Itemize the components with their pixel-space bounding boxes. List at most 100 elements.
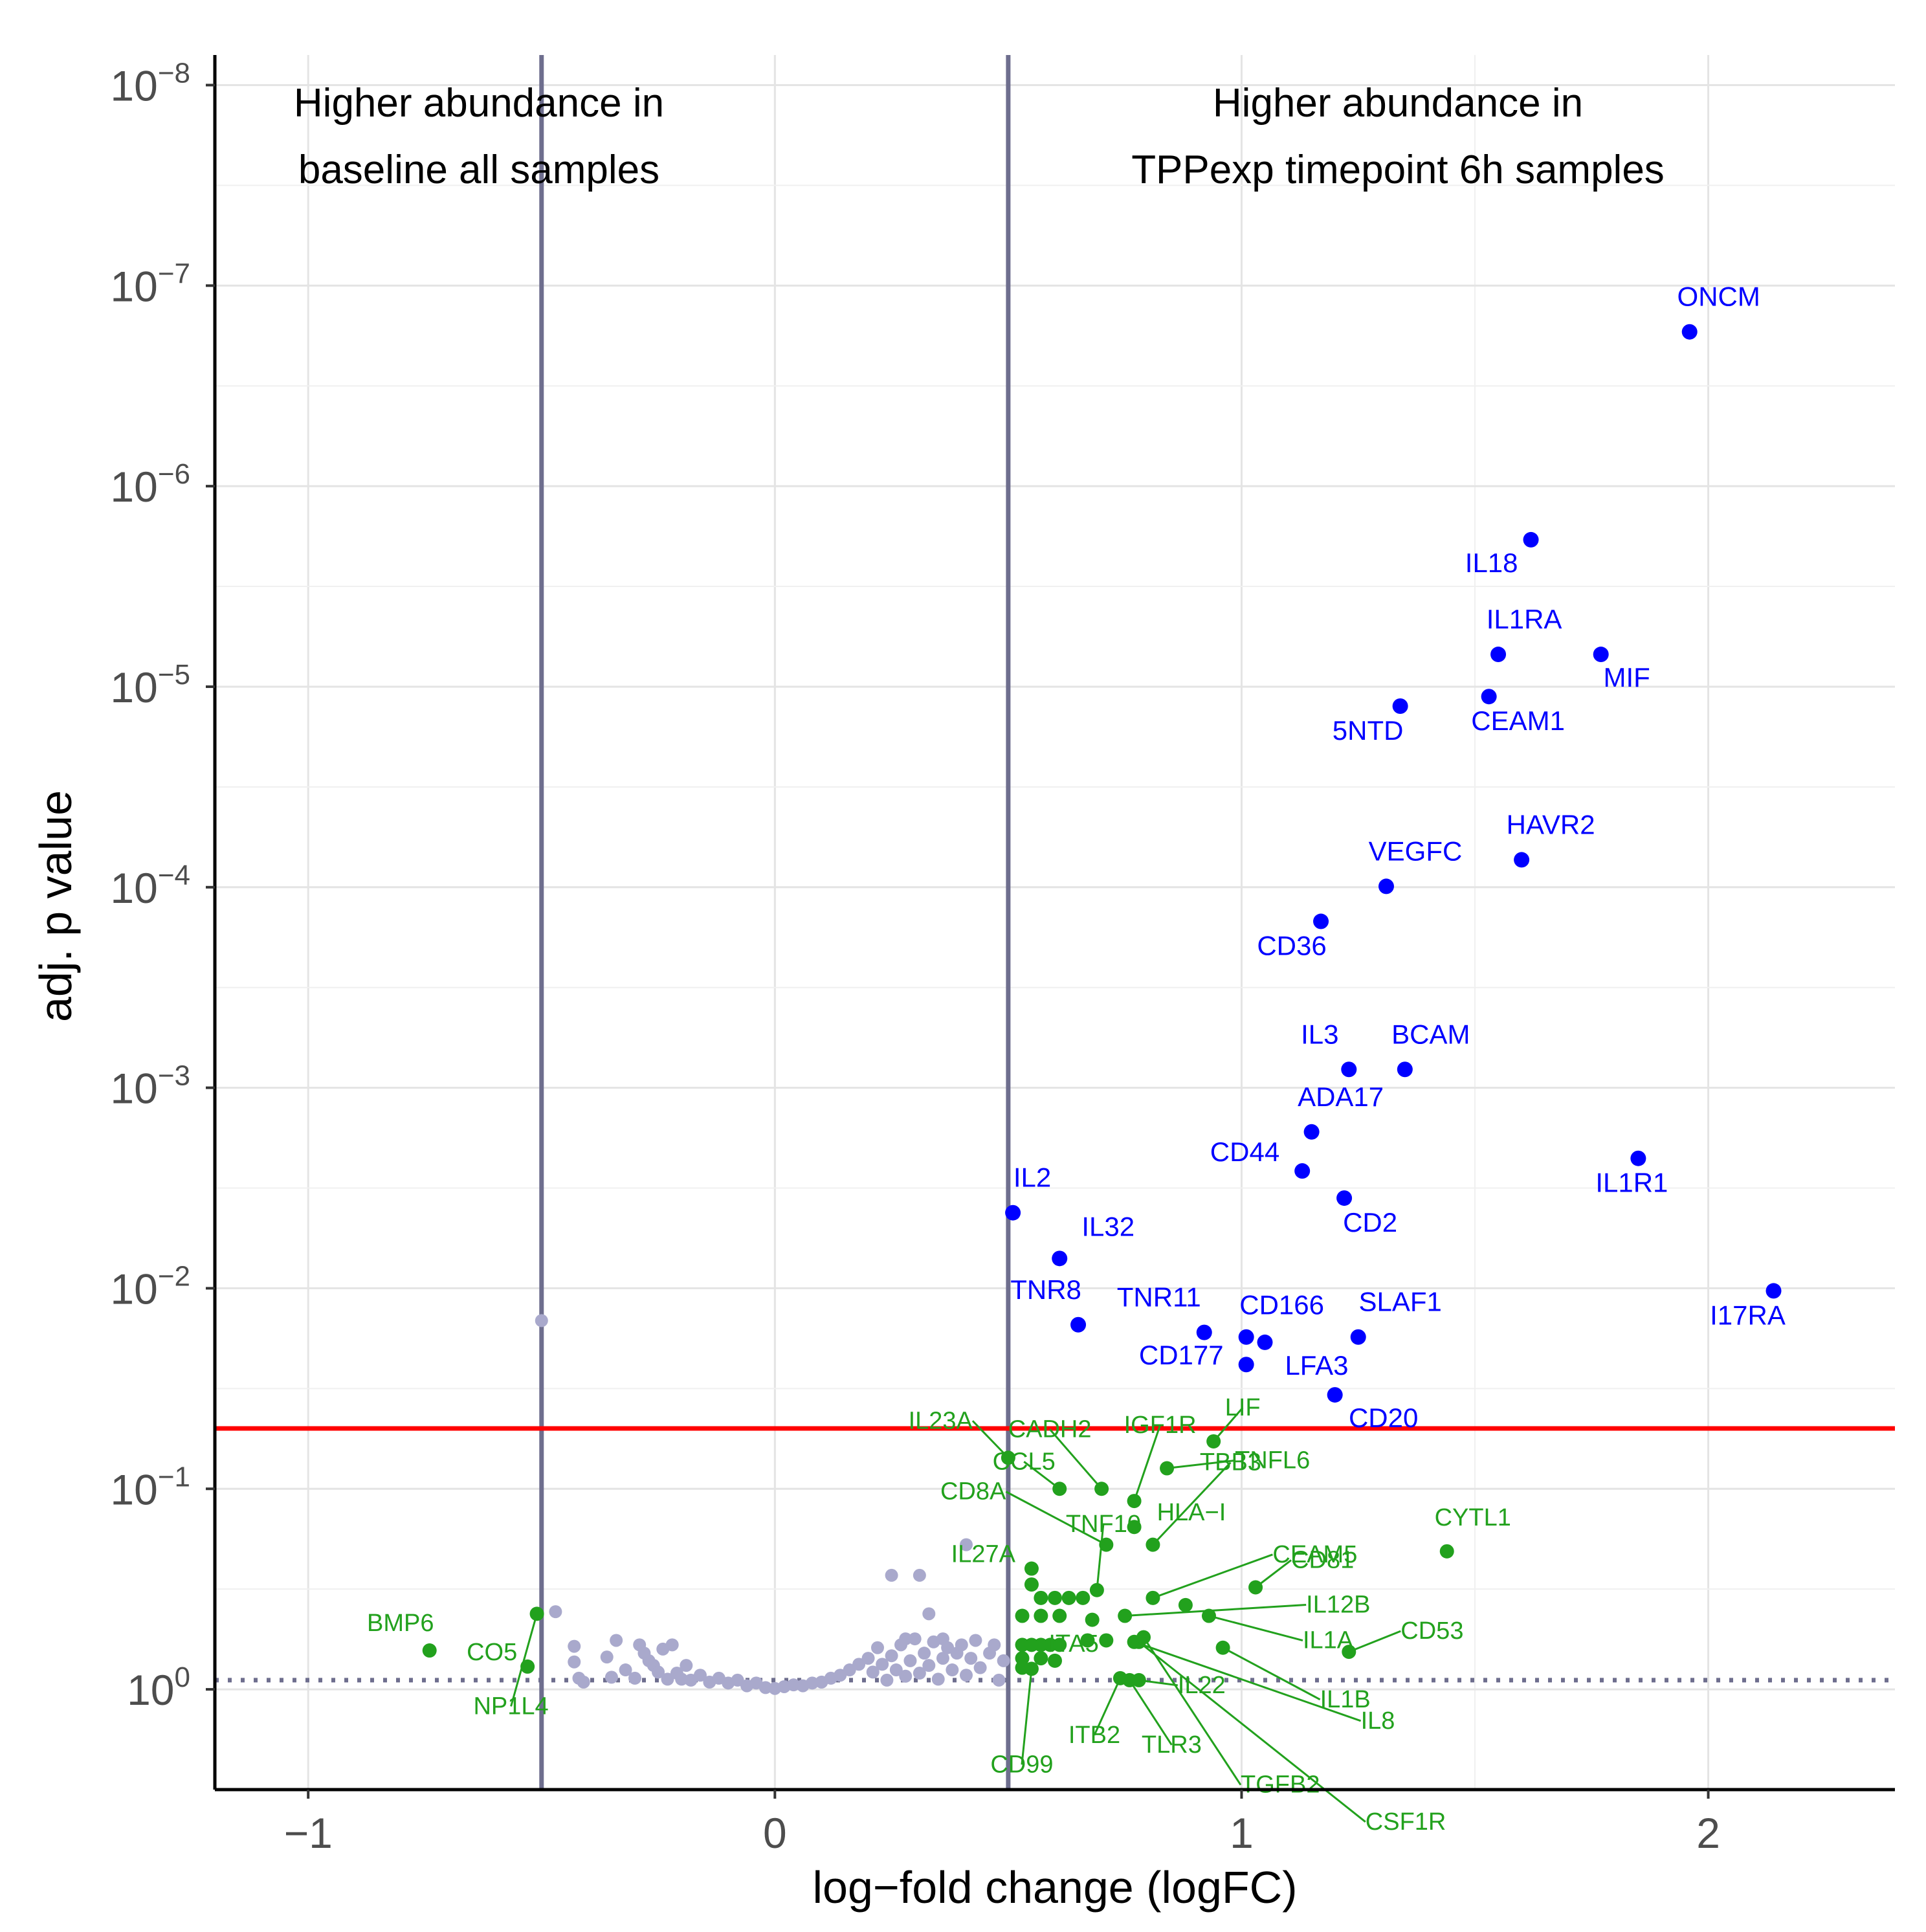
label-slaf1: SLAF1 xyxy=(1359,1287,1442,1317)
y-tick-label: 10−8 xyxy=(110,57,190,109)
point-not-significant xyxy=(549,1605,562,1619)
y-tick-exponent: −6 xyxy=(158,458,190,490)
label-cd20: CD20 xyxy=(1349,1403,1418,1433)
point-not-significant xyxy=(610,1634,623,1647)
point-not-significant xyxy=(600,1650,614,1664)
y-tick-base: 10 xyxy=(110,1265,157,1313)
label-leader-il22 xyxy=(1138,1679,1178,1687)
label-cd8a: CD8A xyxy=(940,1478,1006,1505)
y-axis-title: adj. p value xyxy=(30,790,81,1022)
label-leader-il8 xyxy=(1134,1641,1362,1722)
label-mif: MIF xyxy=(1604,662,1650,693)
y-tick-base: 10 xyxy=(110,262,157,310)
point-not-significant xyxy=(866,1665,880,1679)
point-not-significant xyxy=(535,1314,548,1327)
point-not-significant xyxy=(889,1663,903,1677)
label-leader-csf1r xyxy=(1138,1641,1366,1823)
point-significant-tnr8 xyxy=(1070,1316,1087,1333)
label-il1b: IL1B xyxy=(1320,1686,1371,1713)
label-leader-lif xyxy=(1213,1406,1244,1442)
label-lif: LIF xyxy=(1225,1394,1261,1421)
point-not-significant xyxy=(946,1663,959,1677)
point-trend xyxy=(1061,1590,1076,1605)
point-significant-il2 xyxy=(1005,1205,1021,1221)
point-trend xyxy=(1015,1608,1030,1623)
label-leader-tlr3 xyxy=(1129,1680,1173,1746)
label-leader-cd81 xyxy=(1255,1559,1292,1588)
label-il27a: IL27A xyxy=(951,1541,1016,1568)
point-not-significant xyxy=(843,1663,856,1677)
label-i17ra: I17RA xyxy=(1710,1300,1786,1330)
label-leader-tgfb2 xyxy=(1142,1636,1242,1786)
label-leader-cadh2 xyxy=(1048,1428,1103,1490)
point-trend xyxy=(1052,1608,1067,1623)
point-not-significant xyxy=(568,1639,581,1653)
point-significant-vegfc xyxy=(1378,878,1394,894)
y-tick-label: 10−7 xyxy=(110,258,190,310)
label-co5: CO5 xyxy=(467,1639,517,1666)
label-ita5: ITA5 xyxy=(1048,1630,1098,1658)
point-not-significant xyxy=(931,1672,945,1686)
label-leader-igf1r xyxy=(1133,1425,1162,1502)
point-significant-oncm xyxy=(1681,324,1698,340)
label-cd36: CD36 xyxy=(1257,931,1326,961)
point-not-significant xyxy=(959,1669,973,1682)
point-significant-cd44 xyxy=(1294,1163,1311,1179)
points-trend xyxy=(422,1434,1454,1687)
point-significant-ada17 xyxy=(1303,1124,1320,1140)
point-not-significant xyxy=(731,1673,744,1687)
point-not-significant xyxy=(918,1647,931,1660)
point-not-significant xyxy=(568,1655,581,1669)
label-cd99: CD99 xyxy=(990,1751,1053,1778)
y-tick-label: 10−4 xyxy=(110,860,190,912)
label-il8: IL8 xyxy=(1361,1707,1395,1735)
label-leader-il1b xyxy=(1222,1647,1321,1701)
point-not-significant xyxy=(628,1671,641,1685)
annotation-right-line-2: TPPexp timepoint 6h samples xyxy=(1131,148,1665,192)
x-tick-label: 0 xyxy=(763,1809,787,1857)
y-tick-base: 10 xyxy=(127,1666,174,1714)
point-significant-cd2 xyxy=(1336,1190,1353,1206)
point-not-significant xyxy=(787,1678,801,1692)
y-tick-base: 10 xyxy=(110,1065,157,1113)
point-significant-tnr11 xyxy=(1196,1324,1212,1340)
point-significant-bcam xyxy=(1397,1061,1413,1078)
point-not-significant xyxy=(899,1632,913,1646)
point-not-significant xyxy=(973,1661,987,1674)
x-axis-ticks: −1 0 1 2 xyxy=(284,1790,1720,1857)
label-leader-tnf10 xyxy=(1096,1524,1105,1590)
point-trend xyxy=(1178,1597,1193,1612)
label-igf1r: IGF1R xyxy=(1124,1412,1197,1439)
point-trend xyxy=(1034,1590,1048,1605)
label-tnf10: TNF10 xyxy=(1066,1511,1141,1538)
point-not-significant xyxy=(922,1607,936,1621)
point-not-significant xyxy=(913,1667,926,1680)
point-trend xyxy=(1034,1608,1048,1623)
point-trend xyxy=(1048,1653,1062,1668)
label-5ntd: 5NTD xyxy=(1333,715,1404,746)
point-significant-il18 xyxy=(1523,531,1539,548)
label-bmp6: BMP6 xyxy=(367,1610,434,1637)
label-il18: IL18 xyxy=(1465,548,1518,578)
y-tick-label: 100 xyxy=(127,1661,190,1714)
annotation-left: Higher abundance in baseline all samples xyxy=(294,81,664,192)
point-trend xyxy=(1015,1660,1030,1675)
point-not-significant xyxy=(992,1673,1006,1687)
point-not-significant xyxy=(913,1568,926,1582)
point-not-significant xyxy=(922,1659,936,1672)
label-ceam1: CEAM1 xyxy=(1471,705,1565,736)
label-leader-np1l4 xyxy=(510,1613,538,1707)
label-leader-tnfl6 xyxy=(1166,1460,1235,1470)
y-tick-exponent: −4 xyxy=(158,860,190,891)
point-not-significant xyxy=(969,1634,982,1647)
annotation-right: Higher abundance in TPPexp timepoint 6h … xyxy=(1131,81,1665,192)
point-significant-il1ra xyxy=(1490,647,1507,663)
point-not-significant xyxy=(997,1654,1010,1667)
label-leader-tbb3 xyxy=(1152,1461,1232,1546)
point-not-significant xyxy=(936,1652,949,1665)
point-not-significant xyxy=(665,1638,679,1652)
point-significant-il1r1 xyxy=(1630,1150,1646,1166)
